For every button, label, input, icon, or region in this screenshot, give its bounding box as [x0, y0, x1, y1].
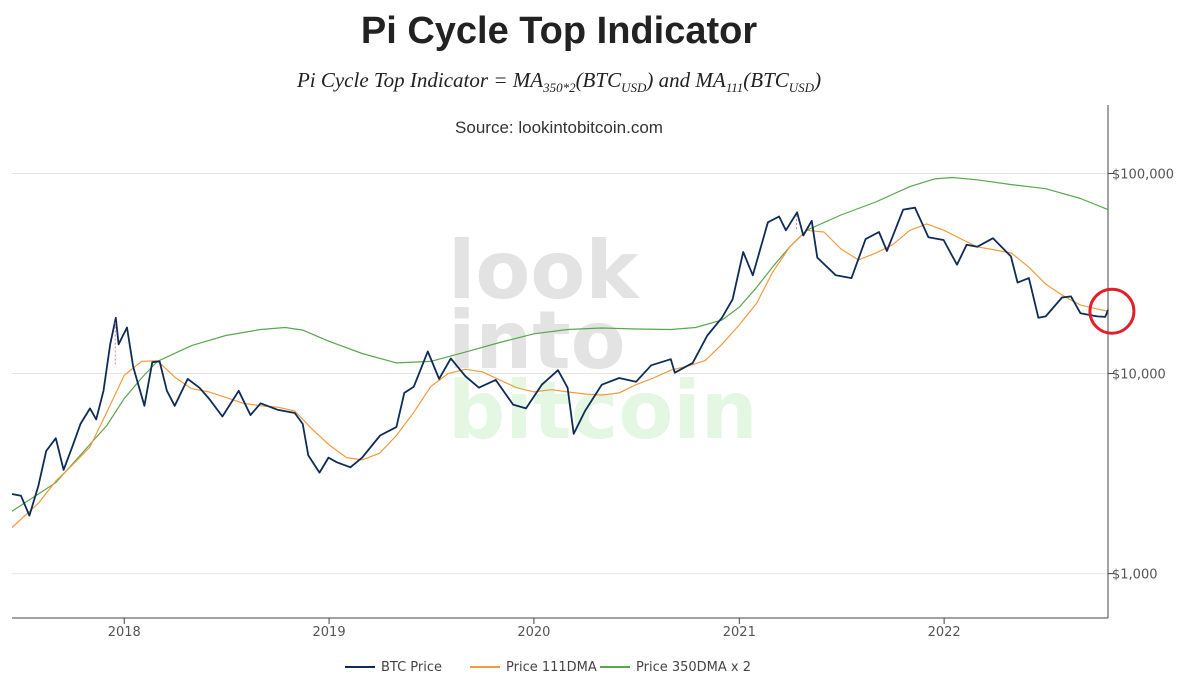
y-tick-label: $1,000	[1112, 568, 1158, 583]
chart-source: Source: lookintobitcoin.com	[455, 118, 663, 137]
formula-and: and	[653, 68, 696, 92]
x-axis-ticks: 2018 2019 2020 2021 2022	[108, 618, 961, 640]
formula-ma2-arg: (BTC	[743, 68, 789, 92]
legend-item-btc[interactable]: BTC Price	[345, 660, 442, 675]
axes	[12, 105, 1109, 619]
series-line-btc	[11, 206, 1109, 517]
formula-ma2: MA	[695, 68, 726, 92]
legend-item-ma350x2[interactable]: Price 350DMA x 2	[600, 660, 751, 675]
annotations	[114, 215, 1136, 366]
y-tick-label: $10,000	[1112, 368, 1166, 383]
formula-arg2-sub: USD	[788, 80, 815, 96]
formula-ma1-arg: (BTC	[575, 68, 622, 92]
legend-item-ma111[interactable]: Price 111DMA	[470, 660, 597, 675]
legend-label: Price 350DMA x 2	[636, 660, 751, 675]
x-tick-label: 2020	[517, 625, 550, 640]
y-axis-ticks: $1,000 $10,000 $100,000	[1108, 168, 1174, 583]
data-series	[11, 176, 1109, 528]
formula-lhs: Pi Cycle Top Indicator	[296, 68, 489, 92]
formula-ma1: MA	[512, 68, 544, 92]
formula-ma2-sub: 111	[725, 80, 744, 96]
x-tick-label: 2018	[108, 625, 141, 640]
watermark-logo: look into bitcoin	[448, 224, 758, 457]
formula-ma1-sub: 350*2	[543, 80, 576, 96]
formula-eq: =	[493, 68, 508, 92]
chart-legend[interactable]: BTC Price Price 111DMA Price 350DMA x 2	[345, 660, 751, 675]
formula-close1: )	[646, 68, 654, 92]
formula-arg1-sub: USD	[621, 80, 647, 96]
y-tick-label: $100,000	[1112, 168, 1174, 183]
formula-close2: )	[814, 68, 822, 92]
legend-label: BTC Price	[381, 660, 442, 675]
x-tick-label: 2021	[723, 625, 756, 640]
chart-title: Pi Cycle Top Indicator	[360, 10, 758, 52]
highlight-circle	[1088, 287, 1136, 335]
chart-formula: Pi Cycle Top Indicator = MA350*2(BTCUSD)…	[0, 68, 1118, 96]
x-tick-label: 2022	[928, 625, 961, 640]
watermark-line-1: look	[448, 224, 640, 317]
x-tick-label: 2019	[313, 625, 346, 640]
series-line-ma350x2	[11, 176, 1109, 512]
legend-label: Price 111DMA	[506, 660, 597, 675]
